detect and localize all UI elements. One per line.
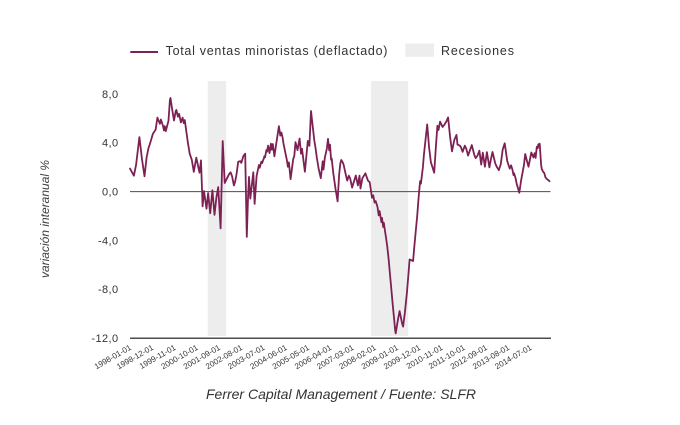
svg-text:variación interanual %: variación interanual %: [38, 160, 52, 278]
svg-text:Recesiones: Recesiones: [441, 44, 515, 58]
svg-text:8,0: 8,0: [102, 89, 119, 101]
svg-text:4,0: 4,0: [102, 138, 119, 150]
svg-text:-12,0: -12,0: [91, 333, 118, 345]
svg-text:Ferrer Capital Management / Fu: Ferrer Capital Management / Fuente: SLFR: [206, 386, 476, 402]
svg-text:0,0: 0,0: [102, 187, 119, 199]
svg-text:Total ventas minoristas (defla: Total ventas minoristas (deflactado): [166, 44, 389, 58]
svg-text:-4,0: -4,0: [98, 235, 119, 247]
svg-text:-8,0: -8,0: [98, 284, 119, 296]
